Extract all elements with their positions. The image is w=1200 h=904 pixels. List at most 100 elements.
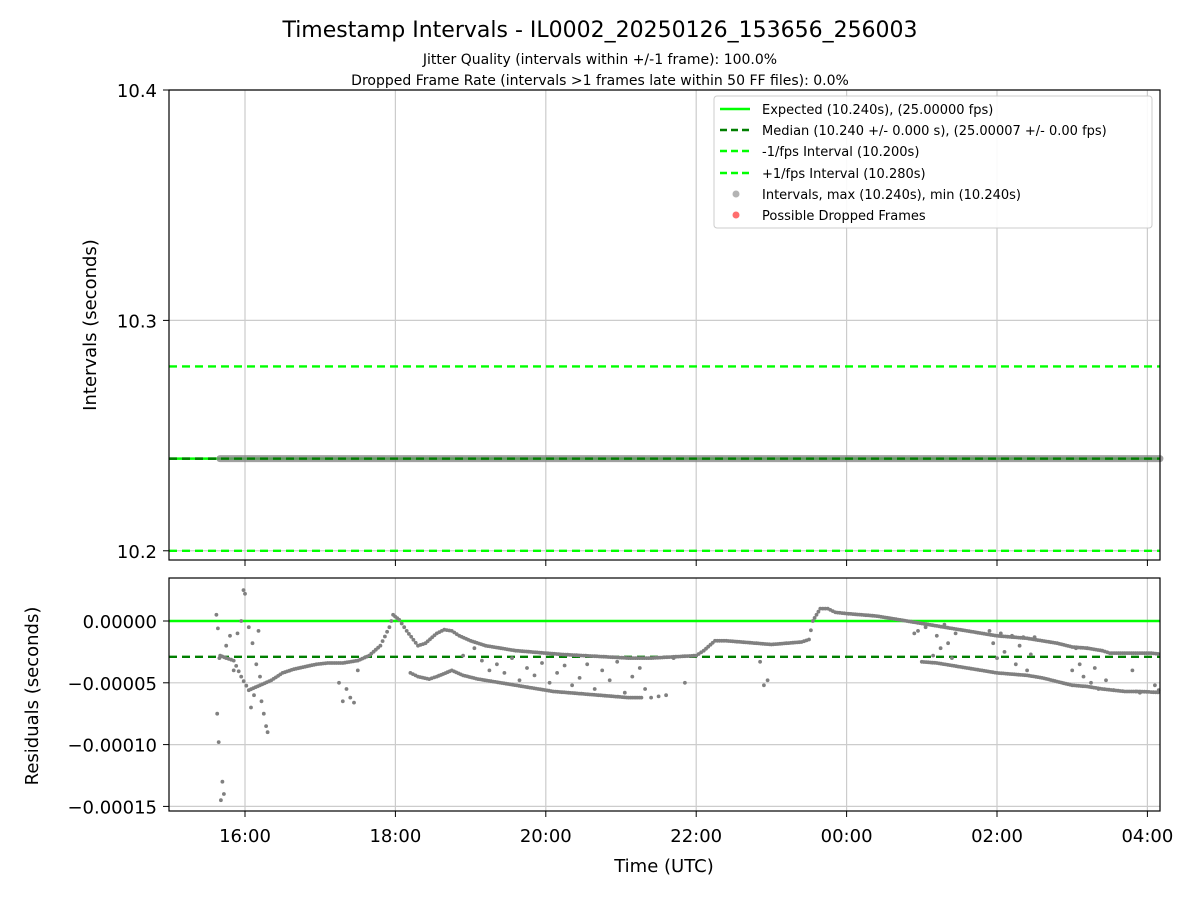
residual-point <box>222 792 226 796</box>
residual-point <box>495 662 499 667</box>
residual-point <box>1156 652 1160 656</box>
residual-point <box>1138 690 1142 695</box>
residual-point <box>407 632 411 636</box>
residual-point <box>671 656 676 660</box>
legend: Expected (10.240s), (25.00000 fps) Media… <box>713 95 1153 229</box>
residual-point <box>413 640 418 645</box>
top-plot: 10.2 10.3 10.4 Intervals (seconds) Expecte… <box>80 81 1164 566</box>
bottom-y-axis-label: Residuals (seconds) <box>22 607 43 786</box>
residual-point <box>472 646 477 651</box>
bottom-y-tick-label: −0.00015 <box>67 797 157 818</box>
residual-point <box>562 663 567 668</box>
residual-point <box>1092 666 1097 670</box>
residual-point <box>570 683 574 688</box>
residual-point <box>1028 652 1033 657</box>
residual-point <box>995 656 999 660</box>
residual-point <box>241 679 246 684</box>
chart-subtitle-jitter: Jitter Quality (intervals within +/-1 fr… <box>422 52 777 68</box>
residual-point <box>252 693 256 698</box>
residual-point <box>615 659 620 664</box>
residual-point <box>244 683 249 688</box>
residual-point <box>402 625 407 630</box>
residual-point <box>411 637 416 642</box>
residual-point <box>1074 646 1078 651</box>
residual-point <box>224 643 229 648</box>
top-y-tick-label: 10.4 <box>117 81 157 102</box>
residual-point <box>812 616 817 620</box>
residuals-series <box>214 588 1161 803</box>
residual-point <box>547 680 552 685</box>
x-tick-label: 00:00 <box>821 826 873 847</box>
x-tick-label: 18:00 <box>369 826 421 847</box>
residual-point <box>758 659 762 664</box>
legend-swatch-dropped <box>732 211 740 219</box>
x-tick-label: 16:00 <box>219 826 271 847</box>
residual-point <box>998 631 1003 636</box>
residual-point <box>337 680 341 685</box>
residual-point <box>637 666 642 670</box>
residual-point <box>214 612 219 617</box>
legend-label-expected: Expected (10.240s), (25.00000 fps) <box>762 103 993 118</box>
residual-point <box>1021 635 1026 639</box>
bottom-plot: 0.00000 −0.00005 −0.00010 −0.00015 16:00 18:… <box>22 577 1173 877</box>
top-y-axis-label: Intervals (seconds) <box>80 239 101 411</box>
residual-point <box>385 629 389 634</box>
x-tick-label: 04:00 <box>1121 826 1173 847</box>
residual-point <box>261 711 266 716</box>
residual-point <box>239 619 244 623</box>
residual-point <box>607 678 612 683</box>
residual-point <box>264 724 268 728</box>
residual-point <box>1096 687 1101 691</box>
residual-point <box>397 617 402 622</box>
residual-point <box>236 669 241 674</box>
legend-label-plus-interval: +1/fps Interval (10.280s) <box>762 167 926 182</box>
residual-point <box>649 695 653 700</box>
residual-point <box>809 628 813 633</box>
legend-label-intervals: Intervals, max (10.240s), min (10.240s) <box>762 188 1021 203</box>
residual-point <box>234 664 239 668</box>
residual-point <box>250 641 255 646</box>
residual-point <box>502 671 507 675</box>
chart-title: Timestamp Intervals - IL0002_20250126_15… <box>281 18 917 43</box>
bottom-reference-lines <box>169 619 1160 659</box>
residual-point <box>355 668 360 673</box>
residual-point <box>1010 633 1014 638</box>
residual-point <box>404 629 409 633</box>
residual-point <box>643 687 647 691</box>
bottom-x-ticks: 16:00 18:00 20:00 22:00 00:00 02:00 04:00 <box>219 811 1173 847</box>
residual-point <box>1130 668 1135 673</box>
residual-point <box>399 621 404 626</box>
residual-point <box>348 695 353 700</box>
residual-point <box>217 656 222 660</box>
legend-swatch-intervals <box>732 190 740 198</box>
residual-point <box>383 634 387 639</box>
top-x-ticks <box>244 560 1148 566</box>
residual-point <box>1081 674 1086 679</box>
residual-point <box>816 609 821 614</box>
residual-point <box>461 653 465 658</box>
residual-point <box>600 668 605 673</box>
bottom-y-tick-label: −0.00010 <box>67 736 157 757</box>
x-tick-label: 20:00 <box>520 826 572 847</box>
residual-point <box>389 619 394 623</box>
residual-point <box>762 683 766 688</box>
residual-point <box>934 633 939 638</box>
legend-label-minus-interval: -1/fps Interval (10.200s) <box>762 145 919 160</box>
residual-point <box>241 588 246 592</box>
residual-point <box>577 676 582 680</box>
residual-point <box>916 629 920 633</box>
x-tick-label: 02:00 <box>971 826 1023 847</box>
residual-point <box>1153 683 1157 688</box>
residual-point <box>1089 680 1093 685</box>
residual-point <box>1134 689 1138 694</box>
residual-point <box>487 668 492 673</box>
residual-point <box>1070 668 1075 673</box>
residual-point <box>387 625 392 630</box>
residual-point <box>235 631 240 636</box>
residual-point <box>344 687 349 691</box>
residual-point <box>683 680 687 685</box>
residual-point <box>630 674 635 679</box>
residual-point <box>1085 646 1090 651</box>
residual-point <box>946 641 950 646</box>
